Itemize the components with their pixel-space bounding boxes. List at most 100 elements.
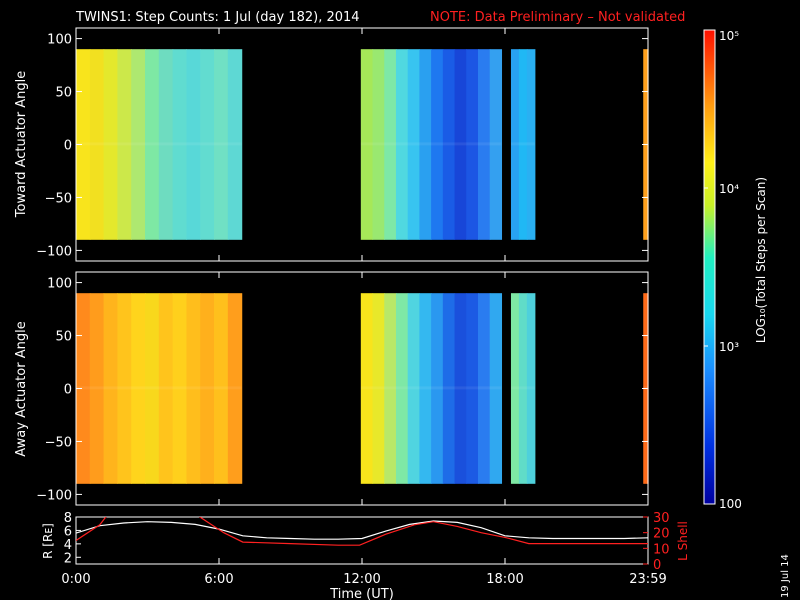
heatmap-strip	[442, 293, 456, 484]
colorbar-frame	[703, 29, 716, 505]
heatmap-strip	[158, 49, 174, 240]
heatmap-strip	[431, 293, 444, 484]
heatmap-strip	[489, 293, 503, 484]
radius-line	[76, 520, 648, 540]
heatmap-strip	[510, 49, 520, 240]
away-heatmap	[76, 293, 649, 484]
heatmap-zero-band	[76, 142, 242, 146]
heatmap-strip	[360, 293, 374, 484]
orbit-y2-tick-label: 0	[653, 558, 661, 573]
heatmap-strip	[145, 49, 160, 240]
heatmap-zero-band	[510, 386, 535, 390]
heatmap-strip	[395, 293, 409, 484]
orbit-y2-tick-label: 30	[653, 511, 670, 526]
colorbar-tick-label: 10⁴	[719, 182, 739, 196]
heatmap-strip	[526, 293, 536, 484]
orbit-y-tick-label: 6	[64, 524, 72, 539]
y-tick-label: −100	[36, 488, 72, 503]
heatmap-strip	[372, 293, 385, 484]
heatmap-strip	[76, 293, 91, 484]
heatmap-zero-band	[360, 386, 502, 390]
heatmap-strip	[518, 293, 528, 484]
colorbar-tick-label: 10⁵	[719, 29, 739, 43]
y-tick-label: 50	[55, 330, 72, 345]
panel-toward: 100 50 0 −50 −100 Toward Actuator Angle	[14, 27, 649, 262]
orbit-x-tick-label: 23:59	[629, 572, 666, 587]
heatmap-strip	[200, 293, 215, 484]
heatmap-strip	[477, 293, 491, 484]
heatmap-strip	[384, 293, 397, 484]
heatmap-strip	[131, 49, 146, 240]
heatmap-strip	[419, 49, 432, 240]
heatmap-strip	[186, 49, 201, 240]
heatmap-strip	[227, 293, 243, 484]
orbit-ylabel-lshell: L Shell	[676, 521, 690, 561]
y-tick-label: −50	[45, 191, 72, 206]
orbit-ylabel-r: R [Rᴇ]	[41, 523, 55, 559]
chart-title: TWINS1: Step Counts: 1 Jul (day 182), 20…	[75, 10, 360, 25]
y-tick-label: 50	[55, 86, 72, 101]
orbit-xlabel: Time (UT)	[329, 587, 394, 600]
heatmap-strip	[526, 49, 536, 240]
date-stamp: 19 Jul 14	[780, 554, 791, 598]
heatmap-strip	[158, 293, 174, 484]
heatmap-strip	[103, 293, 119, 484]
colorbar-label: LOG₁₀(Total Steps per Scan)	[754, 177, 768, 343]
lshell-line	[76, 517, 648, 546]
heatmap-strip	[466, 49, 479, 240]
y-tick-label: −50	[45, 435, 72, 450]
heatmap-strip	[172, 49, 188, 240]
y-tick-label: −100	[36, 244, 72, 259]
heatmap-strip	[117, 293, 132, 484]
heatmap-strip	[117, 49, 132, 240]
heatmap-zero-band	[76, 386, 242, 390]
heatmap-strip	[372, 49, 385, 240]
heatmap-strip	[214, 293, 229, 484]
y-tick-label: 0	[64, 383, 72, 398]
heatmap-strip	[454, 49, 467, 240]
heatmap-strip	[407, 49, 420, 240]
heatmap-strip	[172, 293, 188, 484]
heatmap-strip	[76, 49, 91, 240]
orbit-x-tick-label: 0:00	[61, 572, 90, 587]
heatmap-strip	[489, 49, 503, 240]
orbit-x-tick-label: 12:00	[343, 572, 380, 587]
orbit-y-tick-label: 4	[64, 538, 72, 553]
colorbar-gradient	[704, 30, 715, 504]
colorbar: 10⁵ 10⁴ 10³ 100 LOG₁₀(Total Steps per Scan)	[703, 29, 768, 511]
away-ylabel: Away Actuator Angle	[14, 321, 29, 456]
heatmap-strip	[518, 49, 528, 240]
heatmap-zero-band	[643, 142, 648, 146]
y-tick-label: 0	[64, 139, 72, 154]
orbit-y2-tick-label: 10	[653, 542, 670, 557]
orbit-frame	[75, 516, 649, 565]
heatmap-strip	[89, 293, 105, 484]
y-tick-label: 100	[47, 33, 72, 48]
heatmap-strip	[454, 293, 467, 484]
heatmap-strip	[384, 49, 397, 240]
colorbar-tick-label: 100	[719, 497, 742, 511]
heatmap-zero-band	[510, 142, 535, 146]
heatmap-zero-band	[360, 142, 502, 146]
heatmap-strip	[186, 293, 201, 484]
heatmap-strip	[214, 49, 229, 240]
preliminary-note: NOTE: Data Preliminary – Not validated	[430, 10, 685, 25]
toward-ylabel: Toward Actuator Angle	[14, 71, 29, 218]
heatmap-strip	[477, 49, 491, 240]
heatmap-strip	[131, 293, 146, 484]
toward-heatmap	[76, 49, 649, 240]
heatmap-strip	[89, 49, 105, 240]
heatmap-strip	[103, 49, 119, 240]
heatmap-strip	[360, 49, 374, 240]
orbit-x-tick-label: 6:00	[204, 572, 233, 587]
heatmap-strip	[431, 49, 444, 240]
heatmap-strip	[227, 49, 243, 240]
heatmap-strip	[466, 293, 479, 484]
heatmap-strip	[407, 293, 420, 484]
heatmap-strip	[419, 293, 432, 484]
heatmap-strip	[510, 293, 520, 484]
orbit-x-tick-label: 18:00	[486, 572, 523, 587]
heatmap-strip	[442, 49, 456, 240]
